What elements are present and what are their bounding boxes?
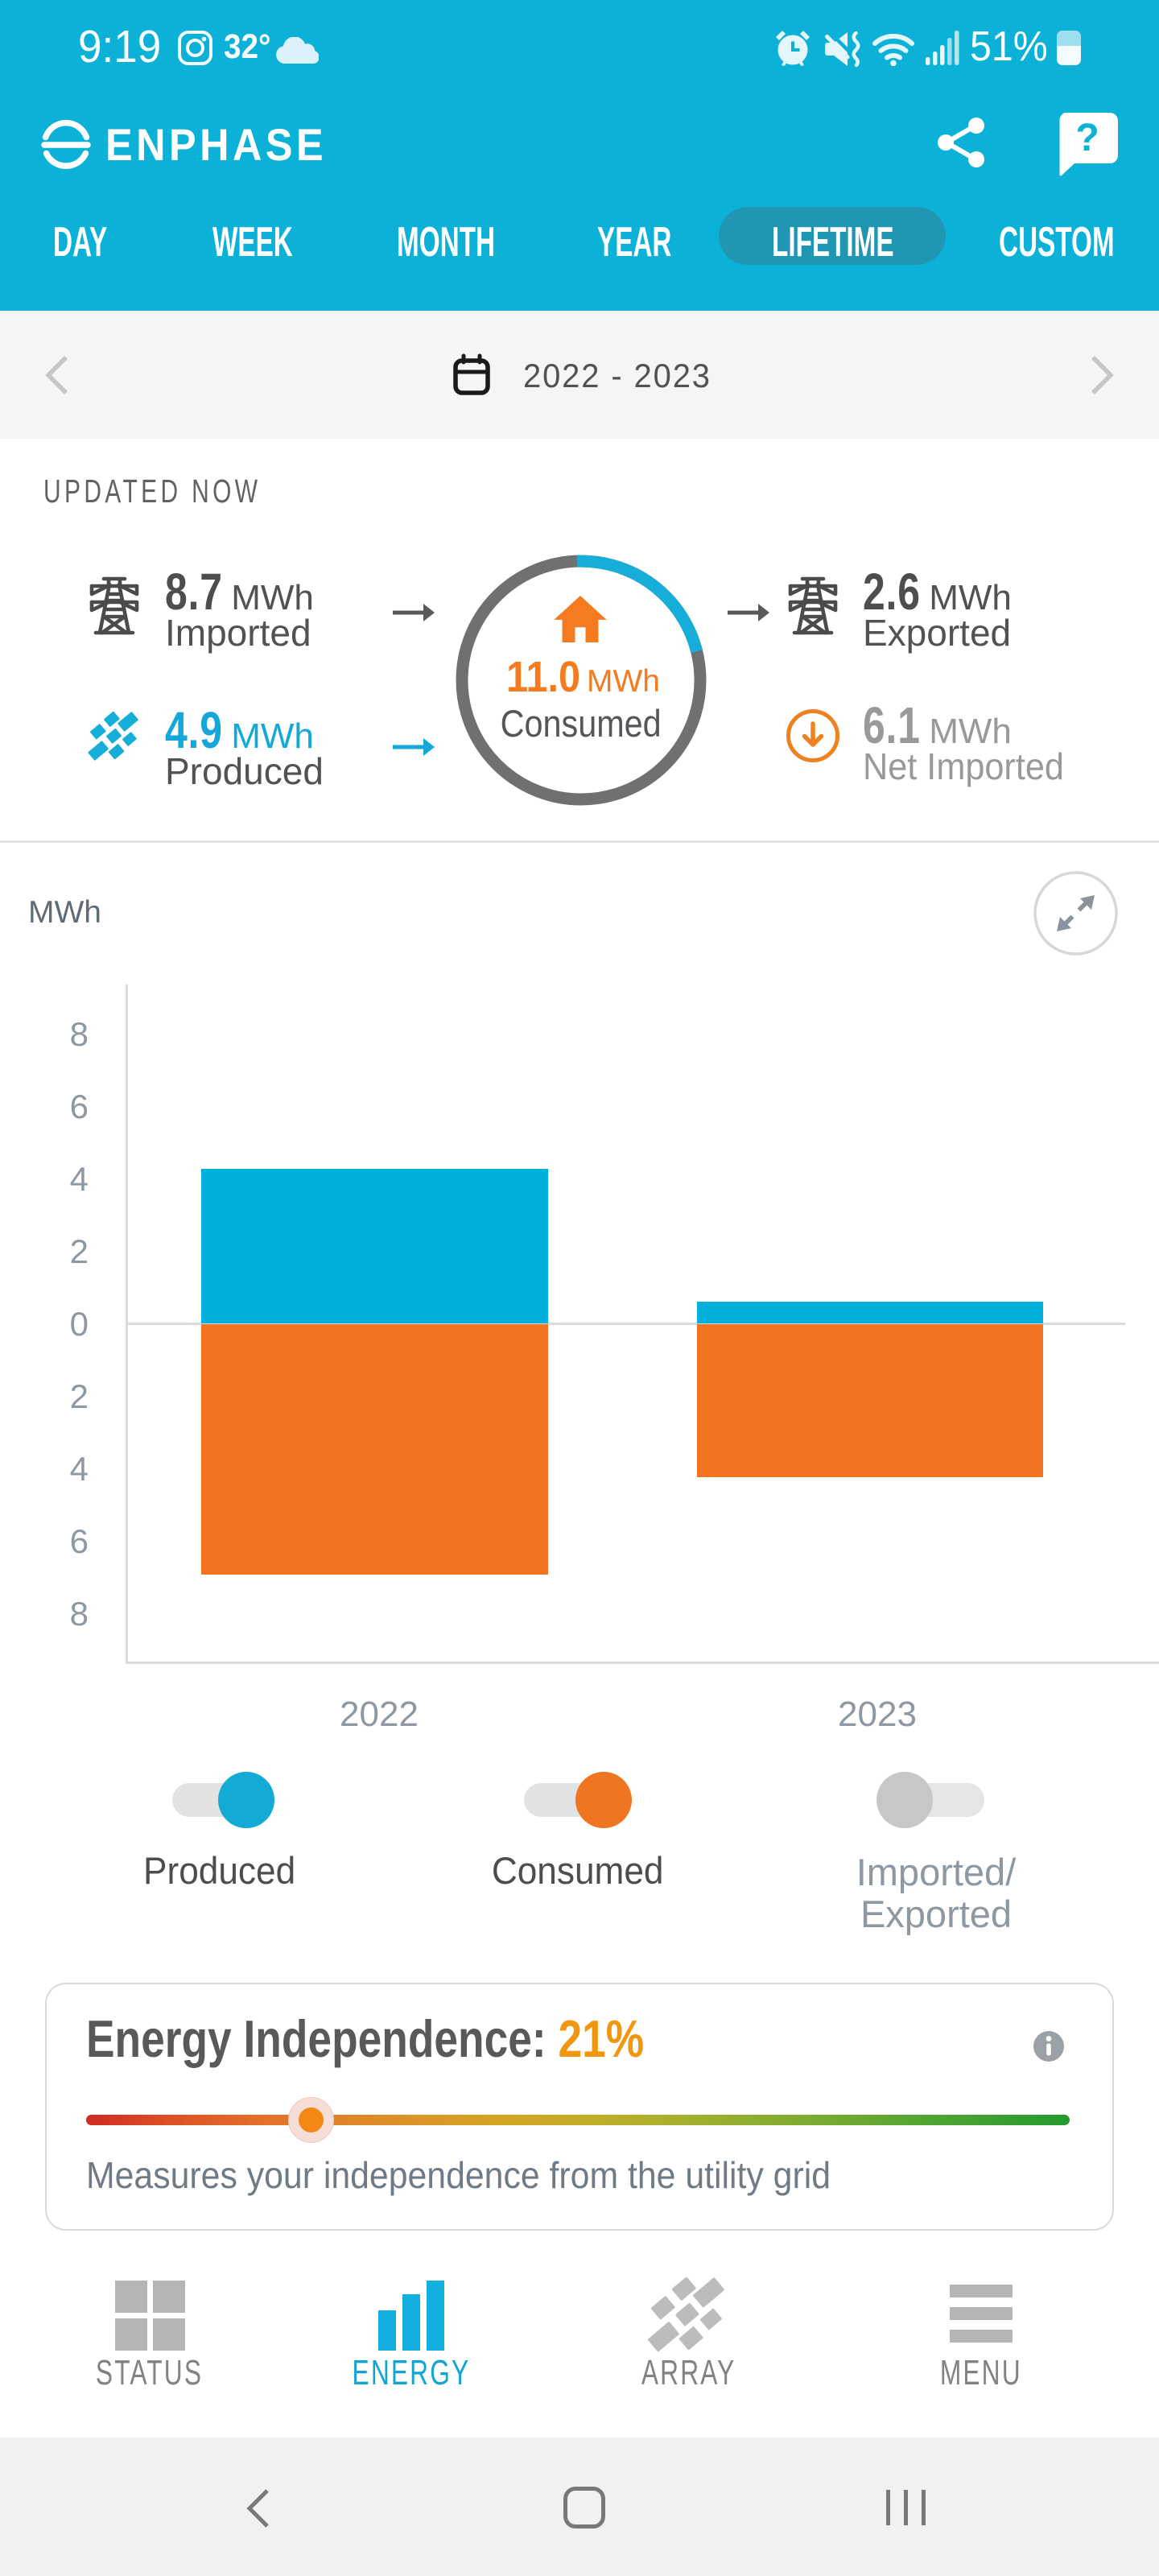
svg-text:?: ? (1075, 117, 1099, 159)
